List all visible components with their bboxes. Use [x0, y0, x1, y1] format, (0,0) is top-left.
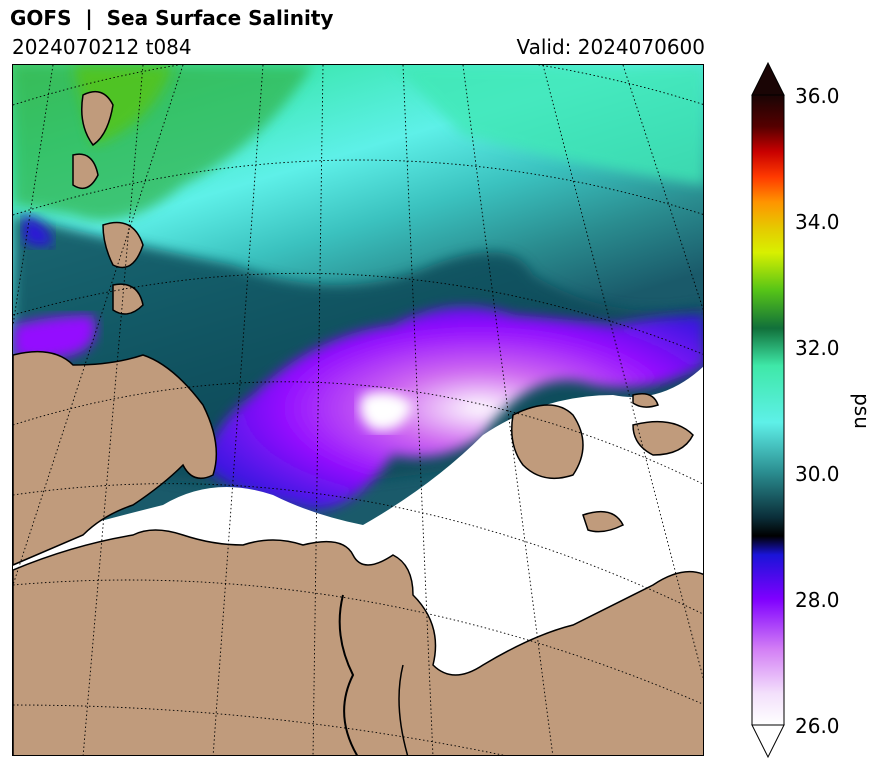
- land-masses: [13, 90, 703, 755]
- colorbar-gradient: [751, 94, 785, 726]
- colorbar-tick: 30.0: [795, 462, 840, 486]
- salinity-colorbar: [751, 62, 785, 758]
- map-title: GOFS | Sea Surface Salinity: [10, 6, 334, 30]
- map-canvas: [13, 65, 703, 755]
- valid-time-label: Valid: 2024070600: [516, 35, 705, 59]
- colorbar-tick: 34.0: [795, 210, 840, 234]
- run-label: 2024070212 t084: [12, 35, 192, 59]
- colorbar-tick: 32.0: [795, 336, 840, 360]
- colorbar-tick: 26.0: [795, 714, 840, 738]
- salinity-map: [12, 64, 704, 756]
- colorbar-unit-label: psu: [850, 393, 874, 429]
- colorbar-max-extend: [751, 62, 785, 96]
- colorbar-tick: 36.0: [795, 84, 840, 108]
- graticule: [13, 65, 703, 755]
- colorbar-min-extend: [751, 724, 785, 758]
- colorbar-tick: 28.0: [795, 588, 840, 612]
